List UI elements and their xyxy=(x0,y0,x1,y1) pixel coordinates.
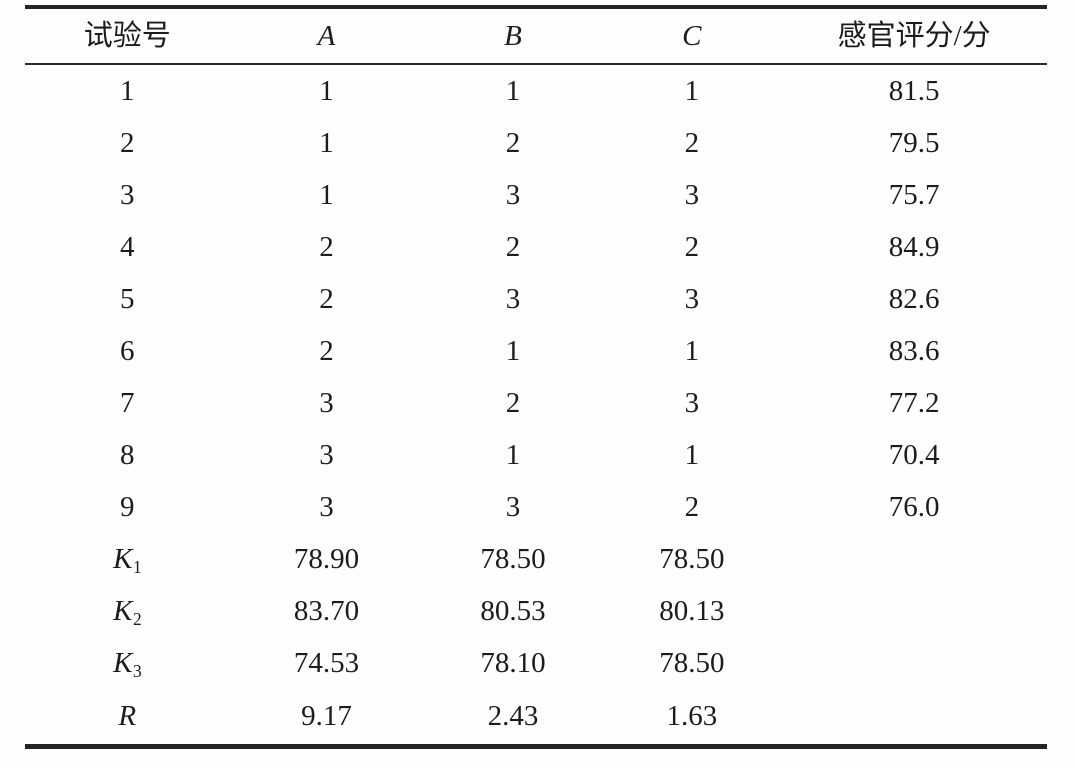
factor-c-cell: 2 xyxy=(684,491,700,524)
factor-c-cell: 1 xyxy=(684,335,700,368)
table-row: 4 2 2 2 84.9 xyxy=(25,222,1047,274)
trial-number-cell: 8 xyxy=(119,439,135,472)
factor-a-cell: 3 xyxy=(319,491,334,524)
trial-number-cell: 4 xyxy=(119,231,135,264)
stat-value-cell: 78.10 xyxy=(480,647,546,680)
stat-value-cell: 78.50 xyxy=(480,543,546,576)
stat-label-base: K xyxy=(113,543,133,576)
factor-b-cell: 2 xyxy=(505,231,521,264)
table-row: 1 1 1 1 81.5 xyxy=(25,64,1047,118)
stat-empty-cell xyxy=(781,534,1047,586)
factor-a-cell: 3 xyxy=(319,439,334,472)
trial-number-cell: 1 xyxy=(119,74,135,107)
stat-value-cell: 9.17 xyxy=(301,700,352,733)
stat-value-cell: 1.63 xyxy=(666,700,718,733)
stat-label-subscript: 1 xyxy=(133,557,142,578)
stat-label-k1: K1 xyxy=(25,534,229,586)
table-row: 7 3 2 3 77.2 xyxy=(25,378,1047,430)
factor-c-cell: 3 xyxy=(684,179,700,212)
orthogonal-experiment-table: 试验号 A B C 感官评分/分 1 1 1 1 81.5 2 1 2 2 79… xyxy=(25,5,1047,749)
factor-b-cell: 3 xyxy=(505,179,521,212)
col-header-sensory-score: 感官评分/分 xyxy=(781,7,1047,65)
table-row: 9 3 3 2 76.0 xyxy=(25,482,1047,534)
stat-value-cell: 78.90 xyxy=(293,543,360,576)
factor-c-cell: 1 xyxy=(684,439,700,472)
stat-label-base: K xyxy=(113,595,133,628)
stat-empty-cell xyxy=(781,638,1047,690)
header-row: 试验号 A B C 感官评分/分 xyxy=(25,7,1047,65)
factor-b-cell: 2 xyxy=(505,387,521,420)
score-cell: 82.6 xyxy=(888,283,940,316)
factor-a-cell: 2 xyxy=(319,335,334,368)
factor-c-cell: 2 xyxy=(684,127,700,160)
factor-a-cell: 1 xyxy=(319,179,334,212)
score-cell: 81.5 xyxy=(888,74,940,107)
table-row: 6 2 1 1 83.6 xyxy=(25,326,1047,378)
col-header-trial-number: 试验号 xyxy=(25,7,230,65)
trial-number-cell: 7 xyxy=(119,387,135,420)
factor-a-cell: 1 xyxy=(319,127,334,160)
score-cell: 70.4 xyxy=(888,439,940,472)
stat-row-k2: K2 83.70 80.53 80.13 xyxy=(25,586,1047,638)
factor-b-cell: 3 xyxy=(505,491,521,524)
col-header-factor-c: C xyxy=(602,7,782,65)
stat-row-k1: K1 78.90 78.50 78.50 xyxy=(25,534,1047,586)
stat-empty-cell xyxy=(781,586,1047,638)
col-header-factor-b: B xyxy=(423,7,603,65)
factor-b-cell: 1 xyxy=(505,335,521,368)
stat-label-subscript: 2 xyxy=(133,609,142,630)
factor-c-cell: 2 xyxy=(684,231,700,264)
factor-b-cell: 3 xyxy=(505,283,521,316)
stat-label-k3: K3 xyxy=(25,638,229,690)
trial-number-cell: 6 xyxy=(119,335,135,368)
stat-label-base: R xyxy=(118,700,137,733)
factor-a-cell: 2 xyxy=(319,283,334,316)
table-row: 3 1 3 3 75.7 xyxy=(25,170,1047,222)
factor-c-cell: 3 xyxy=(684,283,700,316)
factor-c-cell: 3 xyxy=(684,387,700,420)
stat-label-r: R xyxy=(25,690,229,747)
stat-row-k3: K3 74.53 78.10 78.50 xyxy=(25,638,1047,690)
score-cell: 76.0 xyxy=(888,491,940,524)
score-cell: 83.6 xyxy=(888,335,940,368)
col-header-factor-a: A xyxy=(229,7,424,65)
score-cell: 77.2 xyxy=(888,387,940,420)
score-cell: 79.5 xyxy=(888,127,940,160)
stat-label-base: K xyxy=(113,647,133,680)
stat-label-k2: K2 xyxy=(25,586,229,638)
factor-a-cell: 2 xyxy=(319,231,334,264)
stat-empty-cell xyxy=(781,690,1047,747)
factor-a-cell: 3 xyxy=(319,387,334,420)
table-row: 8 3 1 1 70.4 xyxy=(25,430,1047,482)
factor-c-cell: 1 xyxy=(684,74,700,107)
factor-b-cell: 1 xyxy=(505,74,521,107)
trial-number-cell: 5 xyxy=(119,283,135,316)
stat-value-cell: 80.53 xyxy=(480,595,546,628)
factor-a-cell: 1 xyxy=(319,74,334,107)
factor-b-cell: 2 xyxy=(505,127,521,160)
stat-value-cell: 78.50 xyxy=(659,543,725,576)
stat-row-r: R 9.17 2.43 1.63 xyxy=(25,690,1047,747)
stat-value-cell: 78.50 xyxy=(659,647,725,680)
score-cell: 75.7 xyxy=(888,179,940,212)
stat-value-cell: 80.13 xyxy=(659,595,725,628)
table-row: 5 2 3 3 82.6 xyxy=(25,274,1047,326)
trial-number-cell: 2 xyxy=(119,127,135,160)
trial-number-cell: 9 xyxy=(119,491,135,524)
trial-number-cell: 3 xyxy=(119,179,135,212)
score-cell: 84.9 xyxy=(888,231,940,264)
stat-value-cell: 74.53 xyxy=(293,647,360,680)
stat-label-subscript: 3 xyxy=(133,661,142,682)
factor-b-cell: 1 xyxy=(505,439,521,472)
table-row: 2 1 2 2 79.5 xyxy=(25,118,1047,170)
stat-value-cell: 83.70 xyxy=(293,595,360,628)
stat-value-cell: 2.43 xyxy=(487,700,539,733)
